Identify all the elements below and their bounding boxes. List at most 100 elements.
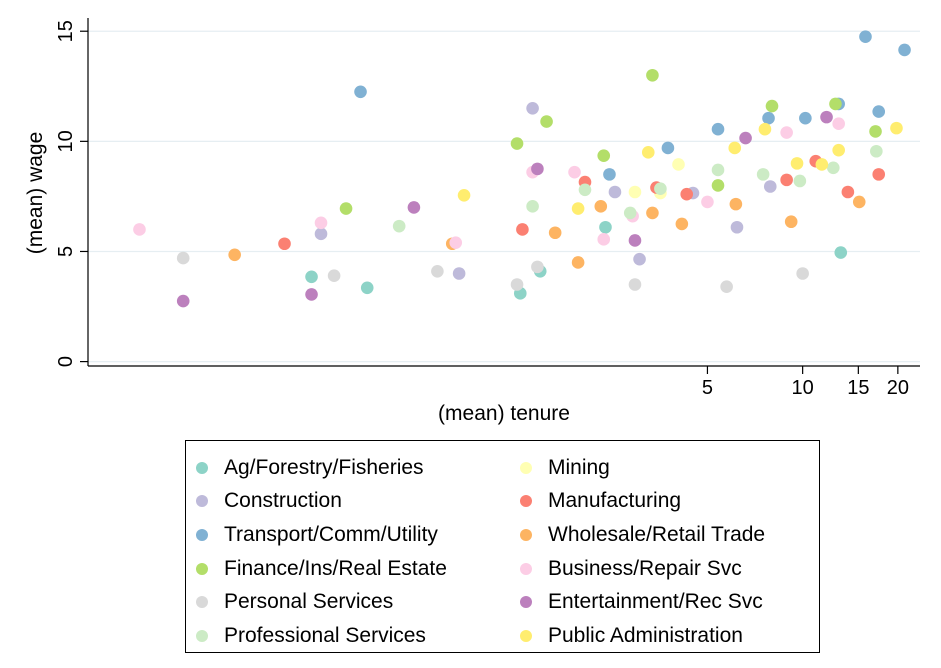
gridlines xyxy=(88,30,920,363)
legend-item: Construction xyxy=(196,485,520,519)
legend-item: Manufacturing xyxy=(520,485,813,519)
legend-swatch xyxy=(196,562,208,575)
point-series-10-7 xyxy=(793,174,807,188)
point-series-7-1 xyxy=(314,216,328,230)
point-series-3-4 xyxy=(680,187,694,201)
legend-label: Personal Services xyxy=(224,590,394,614)
y-tick-label: 0 xyxy=(55,356,77,367)
point-series-6-0 xyxy=(339,202,353,215)
point-series-5-4 xyxy=(594,200,608,213)
point-series-4-4 xyxy=(762,111,775,125)
x-tick-label: 20 xyxy=(887,377,909,399)
legend-swatch xyxy=(520,528,532,541)
point-series-8-3 xyxy=(510,278,524,291)
point-series-11-8 xyxy=(890,121,903,135)
scatter-chart: 0 5 10 15 5 10 15 20 (mean) wage (mean) tenure xyxy=(24,18,920,425)
point-series-5-8 xyxy=(784,215,798,229)
legend-swatch xyxy=(520,596,532,609)
legend-label: Wholesale/Retail Trade xyxy=(548,522,766,546)
point-series-11-5 xyxy=(790,157,804,170)
point-series-4-1 xyxy=(603,168,616,181)
point-series-10-0 xyxy=(392,219,406,233)
point-series-3-8 xyxy=(872,168,886,181)
point-series-8-4 xyxy=(531,260,544,274)
legend: Ag/Forestry/Fisheries Mining Construction M… xyxy=(185,440,820,653)
point-series-3-1 xyxy=(516,223,529,236)
point-series-10-6 xyxy=(756,168,770,181)
legend-item: Professional Services xyxy=(196,619,520,653)
legend-swatch xyxy=(520,461,532,474)
point-series-4-9 xyxy=(898,43,911,57)
point-series-7-8 xyxy=(780,126,793,139)
y-axis-title: (mean) wage xyxy=(24,132,47,255)
legend-swatch xyxy=(196,629,208,642)
point-series-6-7 xyxy=(829,97,842,111)
point-series-4-5 xyxy=(799,111,812,125)
x-tick-label: 10 xyxy=(792,377,814,399)
legend-label: Business/Repair Svc xyxy=(548,556,742,580)
x-axis-title: (mean) tenure xyxy=(438,402,570,425)
point-series-11-7 xyxy=(832,143,845,157)
y-tick-label: 10 xyxy=(55,130,77,152)
legend-item: Entertainment/Rec Svc xyxy=(520,585,813,619)
legend-swatch xyxy=(520,629,532,642)
point-series-5-3 xyxy=(571,256,585,269)
point-series-1-2 xyxy=(672,158,685,171)
legend-item: Business/Repair Svc xyxy=(520,552,813,586)
point-series-2-4 xyxy=(633,252,646,266)
legend-label: Professional Services xyxy=(224,623,426,647)
legend-label: Public Administration xyxy=(548,623,743,647)
legend-label: Manufacturing xyxy=(548,489,682,513)
point-series-7-9 xyxy=(832,117,845,131)
legend-label: Ag/Forestry/Fisheries xyxy=(224,455,424,479)
point-series-4-3 xyxy=(711,122,725,136)
y-tick-label: 15 xyxy=(55,20,77,42)
legend-swatch xyxy=(196,596,208,609)
point-series-11-6 xyxy=(815,158,829,171)
y-tick-label: 5 xyxy=(55,246,77,257)
point-series-6-6 xyxy=(765,99,779,113)
point-series-8-7 xyxy=(796,267,809,280)
x-tick-label: 15 xyxy=(847,377,869,399)
point-series-10-5 xyxy=(711,163,725,177)
point-series-4-7 xyxy=(859,30,872,44)
point-series-4-0 xyxy=(354,85,367,99)
legend-item: Mining xyxy=(520,451,813,485)
point-series-3-5 xyxy=(780,173,793,187)
point-series-10-3 xyxy=(623,206,637,220)
x-tick-label: 5 xyxy=(702,377,713,399)
point-series-11-3 xyxy=(728,141,742,155)
legend-item: Wholesale/Retail Trade xyxy=(520,518,813,552)
point-series-7-4 xyxy=(568,165,581,179)
point-series-9-5 xyxy=(739,131,752,145)
point-series-5-6 xyxy=(675,217,689,231)
point-series-5-9 xyxy=(852,195,866,209)
point-series-8-2 xyxy=(431,264,444,278)
point-series-2-6 xyxy=(730,220,744,234)
point-series-8-0 xyxy=(176,251,190,265)
point-series-0-0 xyxy=(305,270,318,284)
point-series-4-2 xyxy=(661,141,675,155)
point-series-5-0 xyxy=(228,248,241,262)
point-series-8-6 xyxy=(720,280,733,294)
point-series-11-1 xyxy=(571,202,585,215)
legend-label: Construction xyxy=(224,489,342,513)
point-series-9-3 xyxy=(531,162,544,176)
point-series-9-1 xyxy=(305,288,318,301)
legend-swatch xyxy=(196,528,208,541)
y-axis-ticks: 0 5 10 15 xyxy=(55,20,88,367)
point-series-11-4 xyxy=(758,122,772,136)
legend-grid: Ag/Forestry/Fisheries Mining Construction M… xyxy=(196,451,813,647)
point-series-10-4 xyxy=(654,182,667,195)
point-series-11-0 xyxy=(457,189,471,202)
legend-label: Entertainment/Rec Svc xyxy=(548,590,763,614)
point-series-3-7 xyxy=(841,185,855,199)
point-series-6-5 xyxy=(711,179,725,192)
point-series-10-9 xyxy=(870,144,883,158)
point-series-9-0 xyxy=(176,294,190,308)
point-series-10-2 xyxy=(578,183,592,197)
legend-item: Transport/Comm/Utility xyxy=(196,518,520,552)
point-series-8-1 xyxy=(327,269,341,282)
point-series-2-1 xyxy=(452,267,466,280)
point-series-7-0 xyxy=(133,223,146,236)
